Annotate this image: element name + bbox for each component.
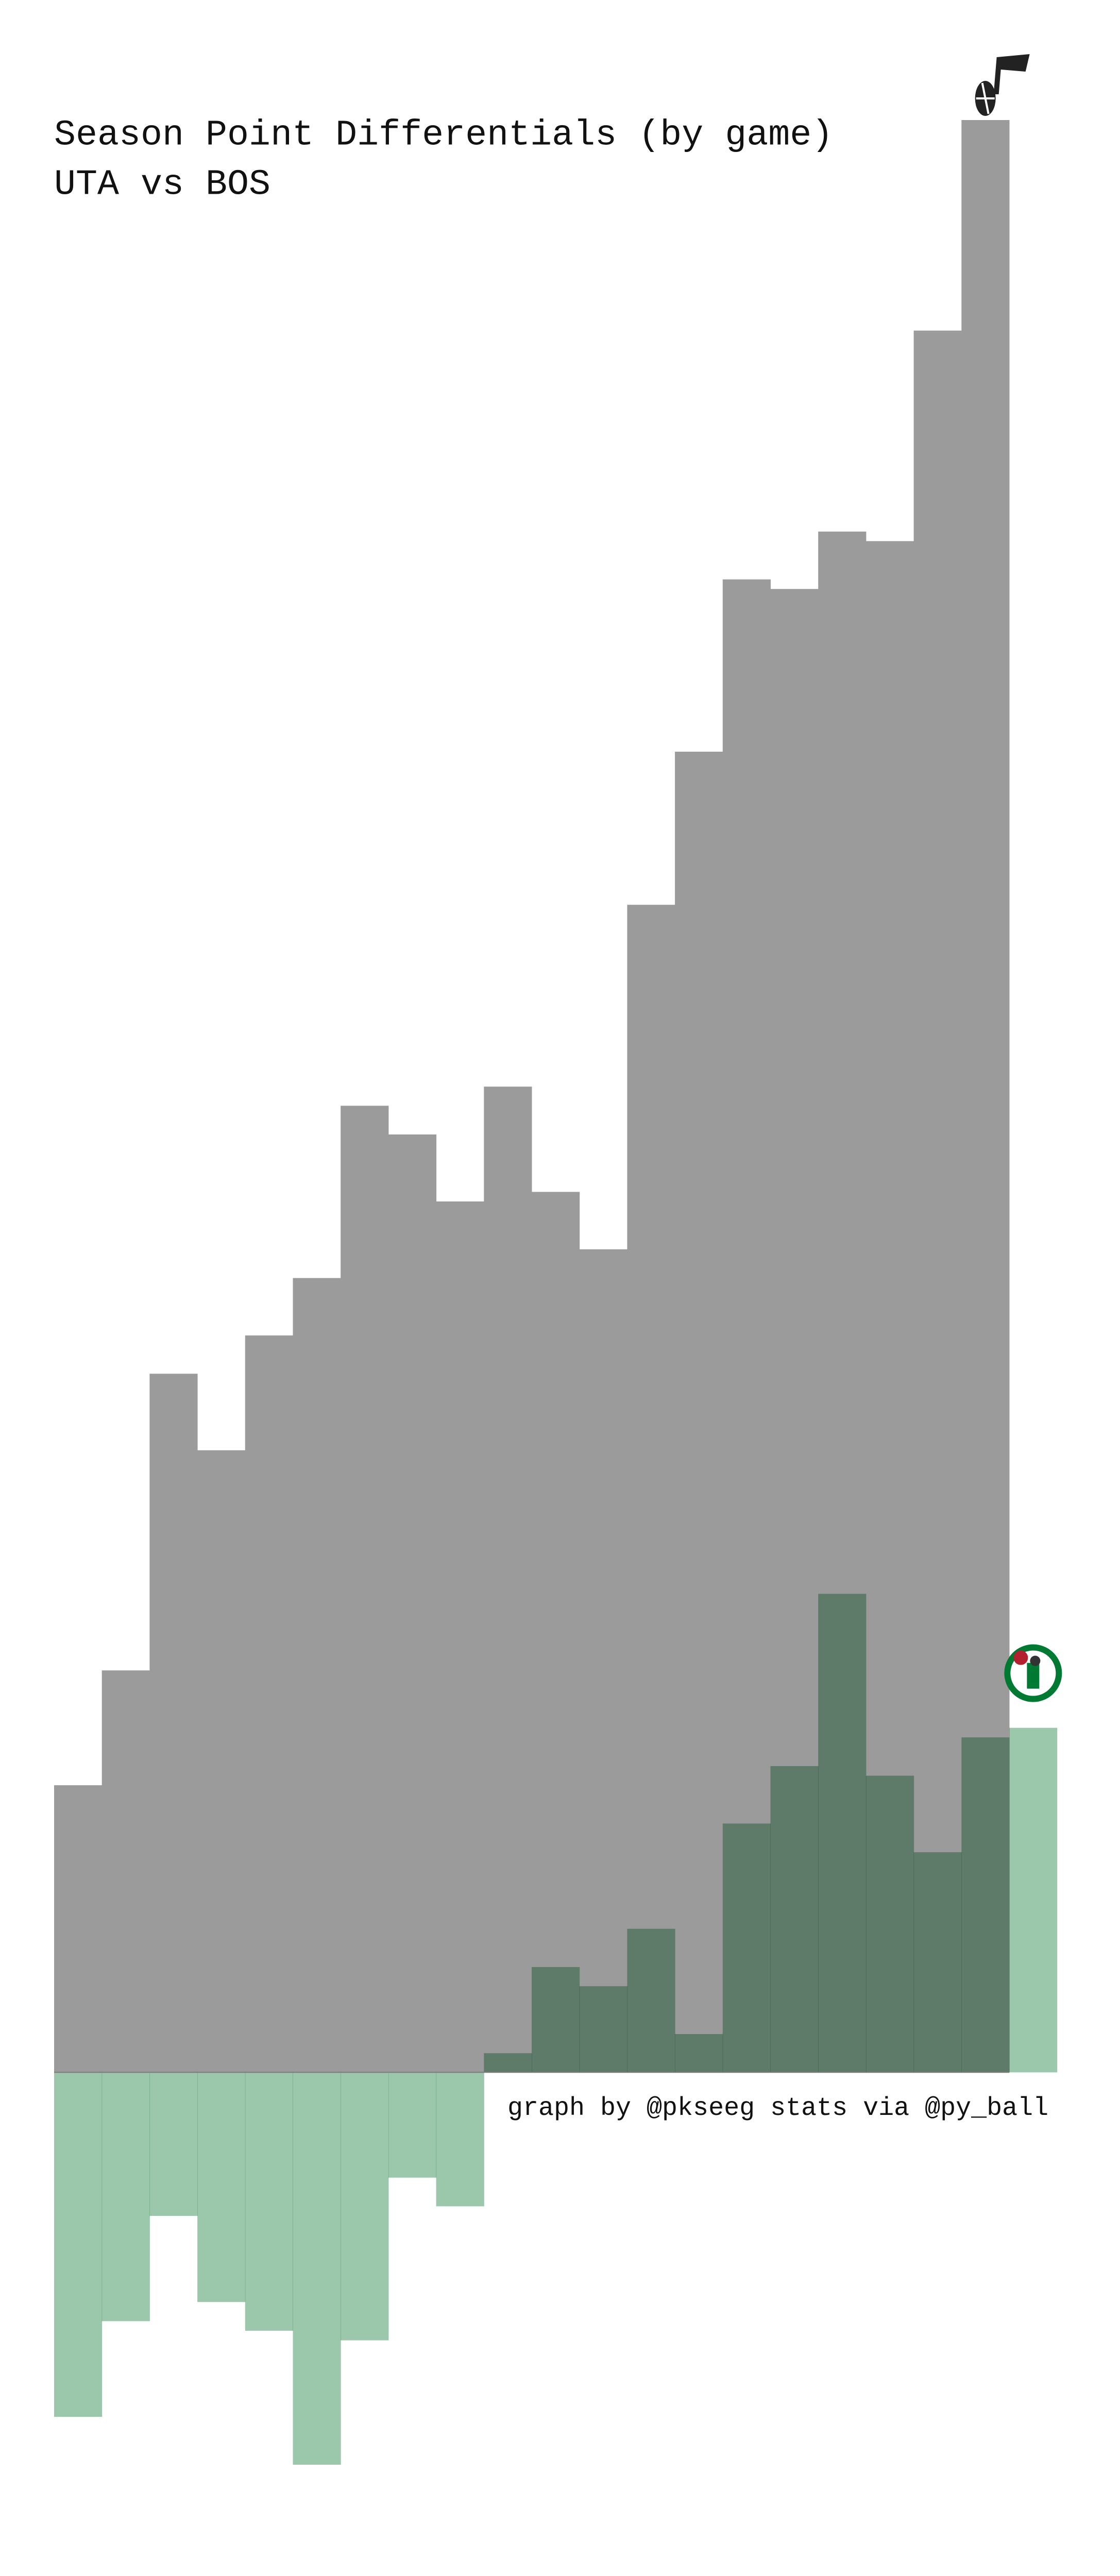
bar (1009, 1727, 1058, 2073)
bar (579, 1986, 627, 2073)
bar (627, 1928, 675, 2073)
bar (627, 905, 675, 2073)
bar (197, 1450, 246, 2073)
bar (675, 751, 723, 2073)
bar (341, 1106, 389, 2073)
bar (197, 2072, 246, 2302)
bar (293, 1278, 341, 2073)
bar (388, 1134, 437, 2073)
bar (675, 2034, 723, 2073)
bar (54, 2072, 103, 2417)
plot-area (54, 120, 1058, 2465)
bar (436, 2072, 484, 2207)
bar (579, 1249, 627, 2073)
bar (149, 1374, 198, 2073)
bar (484, 2053, 532, 2073)
bar (818, 1594, 867, 2073)
bar (866, 1775, 914, 2073)
bar (245, 2072, 293, 2331)
bar (54, 1785, 103, 2073)
chart-subtitle: UTA vs BOS (54, 164, 270, 205)
bos-logo (1004, 1644, 1062, 1702)
bar (532, 1192, 580, 2073)
bar (722, 1823, 771, 2073)
bar (913, 1852, 962, 2073)
bar (484, 1087, 532, 2073)
uta-logo (975, 54, 1030, 116)
bar (436, 1201, 484, 2073)
bar (388, 2072, 437, 2178)
bar (913, 330, 962, 2073)
bar (770, 1766, 819, 2073)
bar (293, 2072, 341, 2465)
bar (532, 1967, 580, 2073)
bar (101, 2072, 150, 2321)
chart-title: Season Point Differentials (by game) (54, 115, 833, 156)
bar (245, 1335, 293, 2073)
bar (961, 1737, 1010, 2073)
bar (101, 1670, 150, 2073)
credit: graph by @pkseeg stats via @py_ball (507, 2094, 1048, 2123)
bar (341, 2072, 389, 2341)
bar (149, 2072, 198, 2216)
